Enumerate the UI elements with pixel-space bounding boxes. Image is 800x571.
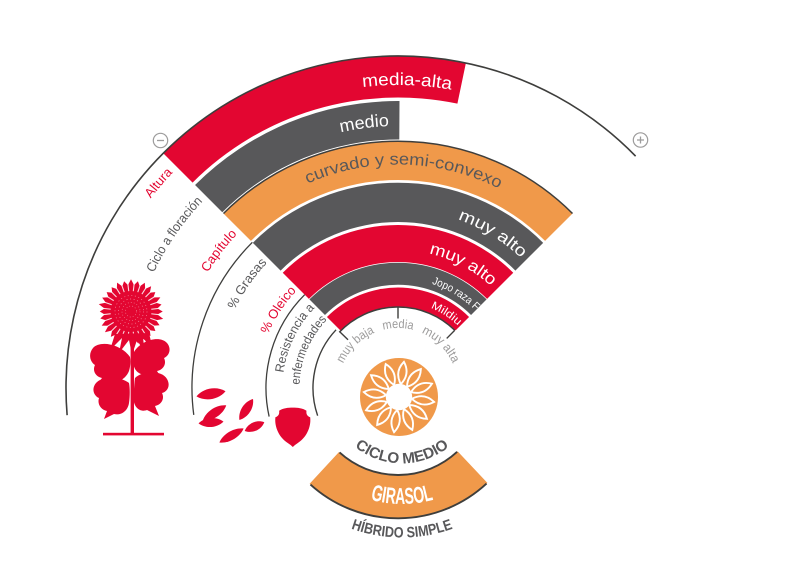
svg-text:media: media <box>381 317 415 333</box>
svg-text:% Grasas: % Grasas <box>224 254 270 311</box>
svg-text:Ciclo a floración: Ciclo a floración <box>143 193 205 274</box>
svg-text:HÍBRIDO SIMPLE: HÍBRIDO SIMPLE <box>350 516 454 541</box>
svg-text:Capítulo: Capítulo <box>198 226 240 274</box>
svg-text:CICLO MEDIO: CICLO MEDIO <box>352 436 451 468</box>
svg-text:Altura: Altura <box>141 164 175 200</box>
svg-text:GIRASOL: GIRASOL <box>369 479 434 509</box>
